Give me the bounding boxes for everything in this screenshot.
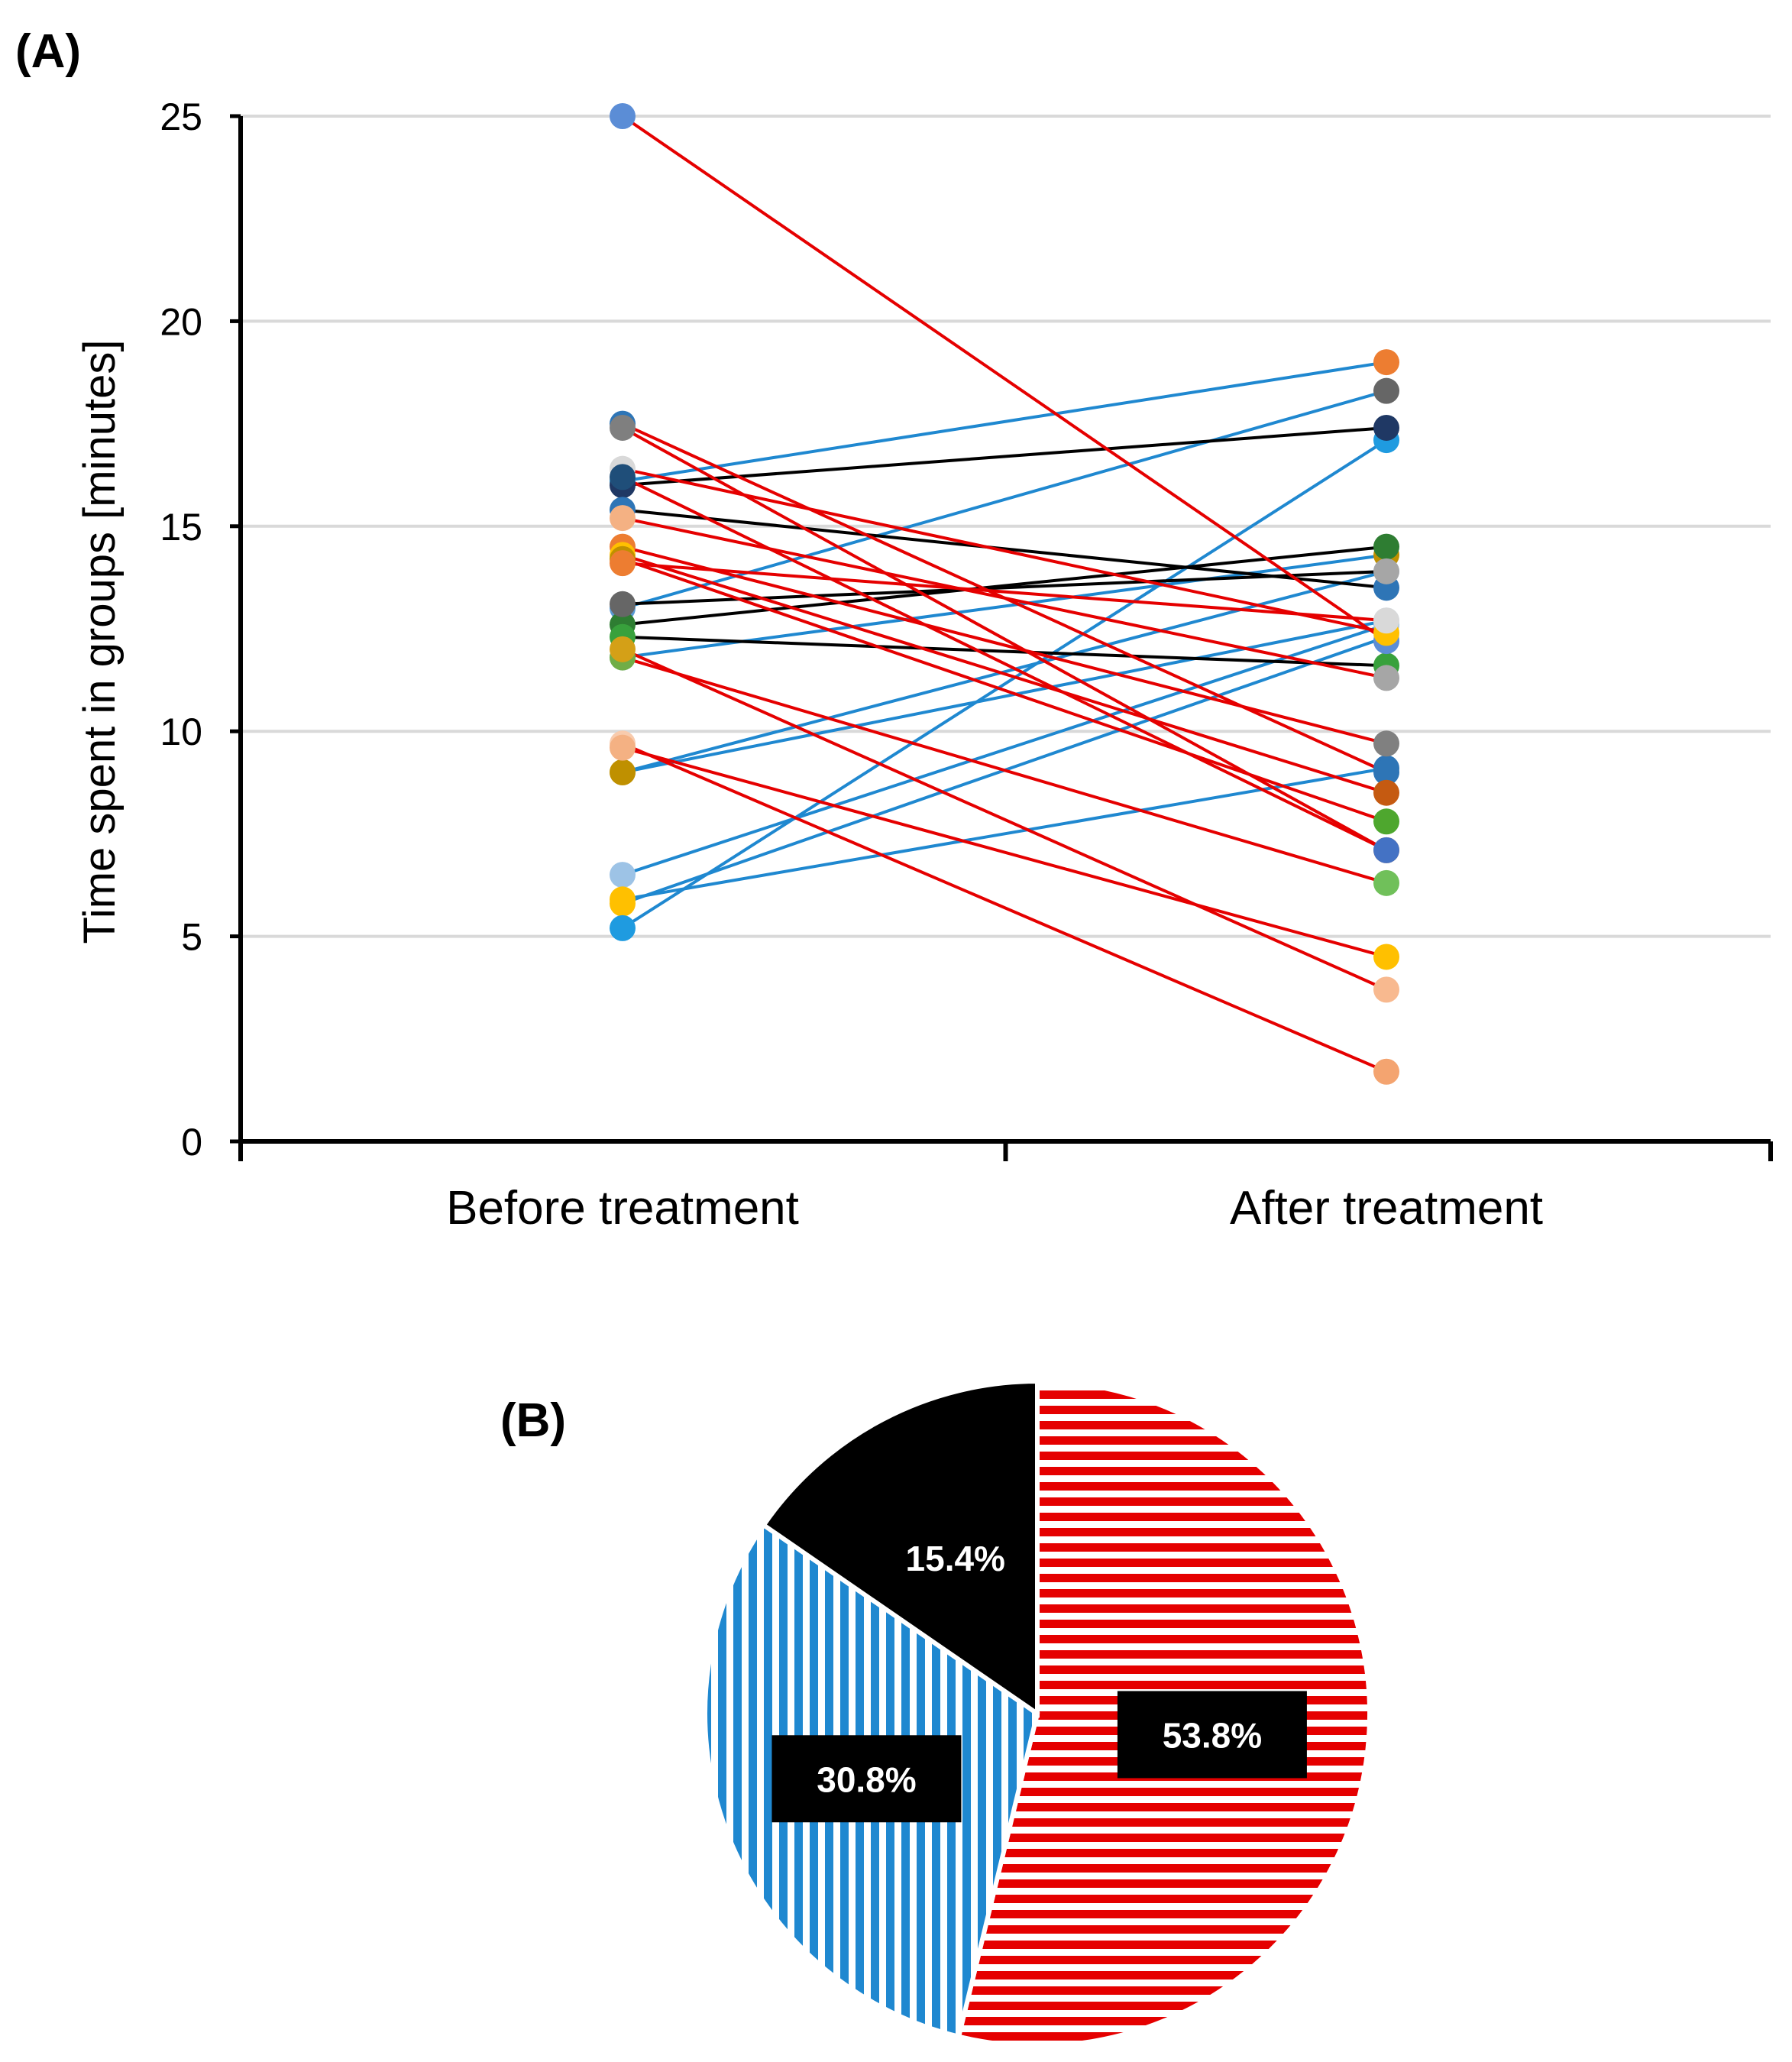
series-line-fish-24 (622, 426, 1387, 487)
series-line-fish-27 (622, 635, 1387, 668)
data-point-fish-05-after (1373, 837, 1399, 863)
pie-label-increase: 30.8% (817, 1759, 916, 1799)
data-point-fish-15-after (1373, 349, 1399, 376)
data-point-fish-26-after (1373, 533, 1399, 560)
data-point-fish-28-after (1373, 558, 1399, 584)
series-line-fish-23 (621, 439, 1388, 930)
y-tick-label: 20 (160, 300, 202, 343)
series-line-fish-06 (622, 516, 1387, 680)
series-line-fish-05 (622, 475, 1387, 852)
data-point-fish-09-after (1373, 808, 1399, 835)
data-point-fish-06-after (1373, 665, 1399, 691)
pie-label-box-decrease (1117, 1691, 1307, 1779)
y-tick-label: 0 (181, 1121, 202, 1164)
series-line-fish-01 (621, 115, 1388, 643)
data-point-fish-14-before (610, 636, 636, 662)
series-line-fish-13 (622, 746, 1387, 959)
data-point-fish-13-after (1373, 944, 1399, 970)
y-axis-title: Time spent in groups [minutes] (75, 340, 125, 944)
data-point-fish-20-before (610, 862, 636, 889)
data-point-fish-28-before (610, 591, 636, 617)
data-point-fish-14-after (1373, 976, 1399, 1003)
pie-label-decrease: 53.8% (1163, 1715, 1262, 1755)
y-tick-label: 15 (160, 506, 202, 549)
series-line-fish-11 (622, 656, 1387, 885)
series-line-fish-03 (622, 426, 1387, 852)
data-point-fish-01-before (610, 103, 636, 129)
series-line-fish-18 (622, 619, 1387, 774)
series-lines (621, 115, 1388, 1073)
pie-label-box-increase (771, 1735, 962, 1823)
series-points (610, 103, 1399, 1085)
panel-b-label: (B) (500, 1394, 566, 1447)
data-point-fish-10-after (1373, 607, 1399, 634)
x-category-labels: Before treatment After treatment (446, 1182, 1543, 1235)
series-line-fish-08 (622, 553, 1387, 795)
data-point-fish-05-before (610, 464, 636, 490)
panel-a-line-chart: (A) 0 5 10 15 20 25 Before treatment After tre… (15, 25, 1773, 1235)
series-line-fish-15 (622, 361, 1387, 483)
series-line-fish-28 (622, 569, 1387, 606)
panel-b-pie-chart: (B) 53.8% 30.8% 15.4% (500, 1378, 1372, 2048)
pie-labels: 53.8% 30.8% 15.4% (771, 1539, 1307, 1823)
panel-a-label: (A) (15, 25, 81, 78)
pie-slice-nochange (760, 1378, 1040, 1718)
series-line-fish-25 (622, 508, 1387, 590)
data-point-fish-08-after (1373, 779, 1399, 806)
series-line-fish-20 (622, 623, 1387, 876)
series-line-fish-19 (622, 569, 1387, 774)
data-point-fish-23-before (610, 914, 636, 941)
axes (238, 116, 1773, 1161)
data-point-fish-07-after (1373, 730, 1399, 757)
series-line-fish-04 (622, 467, 1387, 635)
series-line-fish-21 (622, 766, 1387, 902)
data-point-fish-16-after (1373, 377, 1399, 404)
data-point-fish-10-before (610, 550, 636, 577)
y-tick-label: 10 (160, 711, 202, 753)
y-tick-label: 25 (160, 95, 202, 138)
data-point-fish-13-before (610, 734, 636, 761)
pie-label-nochange: 15.4% (906, 1539, 1005, 1578)
series-line-fish-10 (622, 562, 1387, 623)
series-line-fish-09 (622, 557, 1387, 824)
series-line-fish-07 (622, 545, 1387, 746)
gridlines (230, 114, 1771, 1144)
y-tick-labels: 0 5 10 15 20 25 (160, 95, 202, 1164)
x-category-label: Before treatment (446, 1182, 799, 1235)
series-line-fish-26 (622, 545, 1387, 626)
series-line-fish-14 (622, 648, 1387, 992)
data-point-fish-03-before (610, 414, 636, 441)
data-point-fish-11-after (1373, 869, 1399, 896)
y-tick-label: 5 (181, 916, 202, 959)
data-point-fish-19-before (610, 759, 636, 785)
data-point-fish-24-after (1373, 414, 1399, 441)
series-line-fish-12 (622, 742, 1387, 1073)
data-point-fish-06-before (610, 505, 636, 532)
data-point-fish-12-after (1373, 1058, 1399, 1085)
data-point-fish-02-after (1373, 759, 1399, 785)
data-point-fish-22-before (610, 890, 636, 917)
x-category-label: After treatment (1230, 1182, 1543, 1235)
